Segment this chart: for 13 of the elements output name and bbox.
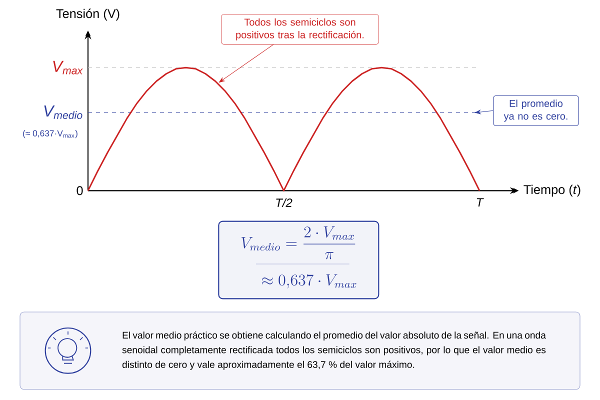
ref-line-label: V$_{max}$	[53, 60, 83, 74]
ref-line-label: V$_{medio}$	[44, 106, 82, 120]
text: 0	[76, 186, 83, 196]
text: $V_{medio} = \frac{2 \cdot V_{max}}{\pi}$	[241, 226, 356, 260]
x-tick-label: T	[476, 198, 484, 206]
text: El promedio ya no es cero.	[504, 100, 568, 122]
x-axis-title: Tiempo (t)	[524, 184, 580, 197]
text: (≈ 0,637·V$_{max}$)	[23, 130, 78, 138]
x-tick-label: T/2	[276, 198, 292, 208]
y-axis-title: Tensión (V)	[56, 8, 120, 21]
text: Todos los semiciclos son positivos tras la rectificación.	[236, 18, 364, 40]
text: $\approx 0{,}637 \cdot V_{max}$	[262, 274, 356, 288]
text: El valor medio práctico se obtiene calculando el promedio del valor absoluto de la señal. En una onda senoidal completamente rectificada todos los semiciclos son positivos, por lo que el valor medio es distinto de cero y vale aproximadamente el 63,7 % del valor máximo.	[122, 331, 546, 370]
